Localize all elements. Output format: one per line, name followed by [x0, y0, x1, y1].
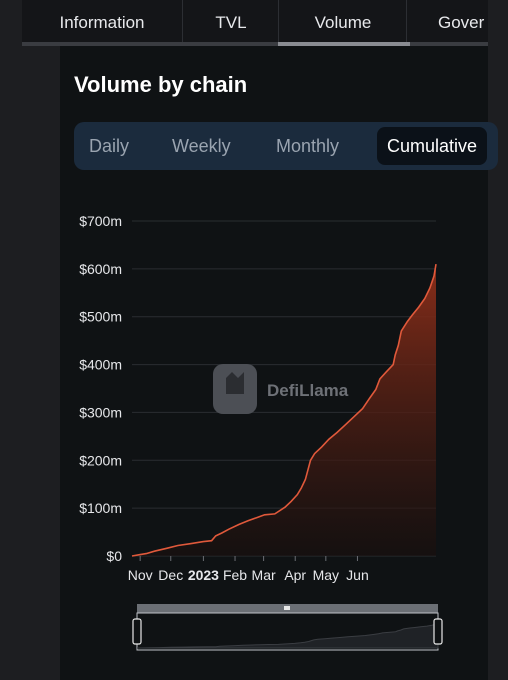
period-cumulative-button[interactable]: Cumulative	[377, 127, 488, 165]
x-axis-tick-label: Feb	[223, 567, 247, 583]
tab-governance[interactable]: Gover	[406, 0, 488, 44]
period-monthly-button[interactable]: Monthly	[276, 136, 340, 156]
y-axis-tick-label: $200m	[79, 452, 122, 468]
chart-heading: Volume by chain	[74, 72, 248, 97]
period-weekly-button[interactable]: Weekly	[172, 136, 231, 156]
active-tab-indicator	[278, 42, 410, 46]
brush-preview	[136, 622, 439, 649]
tab-information[interactable]: Information	[59, 13, 145, 32]
volume-series-line	[131, 263, 437, 557]
range-brush[interactable]	[132, 604, 443, 651]
tab-bar: Information TVL Volume Gover	[22, 0, 488, 46]
tab-volume[interactable]: Volume	[278, 0, 407, 44]
x-axis-tick-label: Dec	[158, 567, 183, 583]
x-axis-tick-label: 2023	[188, 567, 219, 583]
tab-tvl[interactable]: TVL	[182, 0, 279, 44]
x-axis-tick-label: Mar	[252, 567, 276, 583]
brush-right-handle[interactable]	[433, 618, 443, 645]
x-axis-tick-label: Nov	[128, 567, 153, 583]
volume-area-fill	[132, 264, 436, 556]
defillama-watermark: DefiLlama	[213, 364, 349, 414]
period-selector: Daily Weekly Monthly Cumulative	[74, 122, 498, 170]
y-axis-tick-label: $700m	[79, 213, 122, 229]
tab-underline	[22, 42, 488, 46]
y-axis-tick-label: $600m	[79, 261, 122, 277]
x-axis-tick-label: Apr	[284, 567, 306, 583]
y-axis-tick-label: $0	[106, 548, 122, 564]
y-axis-tick-label: $300m	[79, 404, 122, 420]
x-axis-tick-label: May	[313, 567, 339, 583]
period-daily-button[interactable]: Daily	[89, 136, 130, 156]
watermark-text: DefiLlama	[267, 381, 349, 400]
y-axis-tick-label: $500m	[79, 309, 122, 325]
brush-grip-icon[interactable]	[284, 606, 290, 610]
brush-left-handle[interactable]	[132, 618, 142, 645]
y-axis-tick-label: $100m	[79, 500, 122, 516]
x-axis-tick-label: Jun	[346, 567, 369, 583]
y-axis-tick-label: $400m	[79, 357, 122, 373]
